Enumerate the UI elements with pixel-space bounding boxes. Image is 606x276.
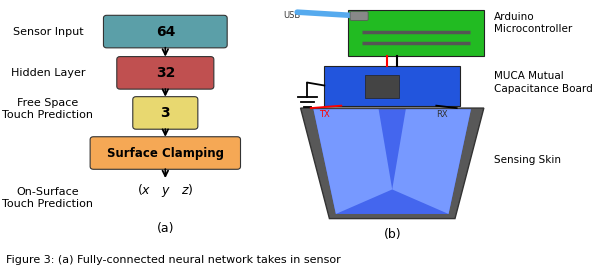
FancyBboxPatch shape [90,137,241,169]
Text: Arduino
Microcontroller: Arduino Microcontroller [494,12,572,34]
Text: $(x \quad y \quad z)$: $(x \quad y \quad z)$ [137,182,193,199]
Text: Free Space
Touch Prediction: Free Space Touch Prediction [2,99,93,120]
Text: Hidden Layer: Hidden Layer [11,68,85,78]
Text: 3: 3 [161,106,170,120]
FancyBboxPatch shape [117,57,214,89]
Bar [365,75,399,98]
Bar [324,66,460,106]
Text: (b): (b) [384,228,401,241]
Bar [348,10,484,56]
Text: Figure 3: (a) Fully-connected neural network takes in sensor: Figure 3: (a) Fully-connected neural net… [6,255,341,265]
Polygon shape [313,109,471,214]
Text: 32: 32 [156,66,175,80]
Text: TX: TX [319,110,330,120]
Text: Sensor Input: Sensor Input [13,26,83,37]
Polygon shape [392,109,471,214]
Polygon shape [313,109,392,214]
Text: RX: RX [436,110,448,120]
FancyBboxPatch shape [104,15,227,48]
FancyBboxPatch shape [133,97,198,129]
Text: MUCA Mutual
Capacitance Board: MUCA Mutual Capacitance Board [494,71,593,94]
Text: 64: 64 [156,25,175,39]
Text: Sensing Skin: Sensing Skin [494,155,561,165]
Text: USB: USB [284,11,301,20]
Text: Surface Clamping: Surface Clamping [107,147,224,160]
FancyBboxPatch shape [350,12,368,20]
Text: (a): (a) [156,222,174,235]
Text: On-Surface
Touch Prediction: On-Surface Touch Prediction [2,187,93,209]
Polygon shape [301,108,484,219]
